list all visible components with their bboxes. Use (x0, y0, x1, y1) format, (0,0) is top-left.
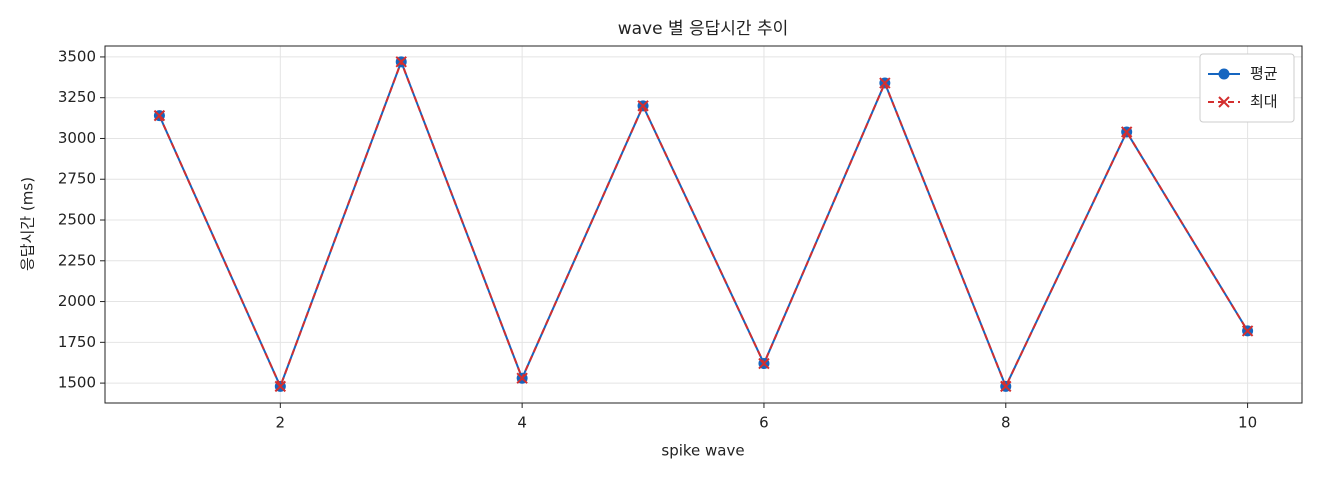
series-line (158, 58, 1249, 390)
marker (879, 77, 891, 89)
y-tick-label: 2750 (58, 170, 96, 188)
x-axis-label: spike wave (661, 442, 744, 460)
marker (395, 56, 407, 68)
marker (1120, 126, 1133, 138)
plot-frame (104, 45, 1303, 404)
y-tick-label: 2000 (58, 292, 96, 310)
legend-label: 평균 (1250, 65, 1278, 83)
y-tick-label: 2250 (58, 251, 96, 269)
marker (1241, 325, 1254, 337)
x-tick-label: 6 (759, 414, 769, 432)
y-tick-label: 1500 (58, 374, 96, 392)
legend-frame (1199, 53, 1295, 123)
marker (1000, 380, 1012, 393)
y-tick-label: 1750 (58, 333, 96, 351)
marker (758, 357, 770, 370)
x-tick-label: 8 (1001, 414, 1011, 432)
y-tick-label: 3500 (58, 47, 96, 65)
marker (516, 372, 528, 384)
x-tick-label: 2 (276, 414, 286, 432)
marker (153, 109, 166, 122)
x-tick-label: 4 (517, 414, 527, 432)
series-line (158, 58, 1249, 390)
marker (274, 380, 287, 393)
marker (637, 100, 649, 112)
chart-title: wave 별 응답시간 추이 (618, 19, 789, 39)
x-tick-label: 10 (1238, 414, 1257, 432)
legend-label: 최대 (1250, 93, 1278, 111)
y-axis-label: 응답시간 (ms) (19, 177, 37, 271)
y-tick-label: 2500 (58, 211, 96, 229)
marker (1218, 96, 1230, 108)
y-tick-label: 3000 (58, 129, 96, 147)
marker (1218, 68, 1230, 80)
y-tick-label: 3250 (58, 88, 96, 106)
